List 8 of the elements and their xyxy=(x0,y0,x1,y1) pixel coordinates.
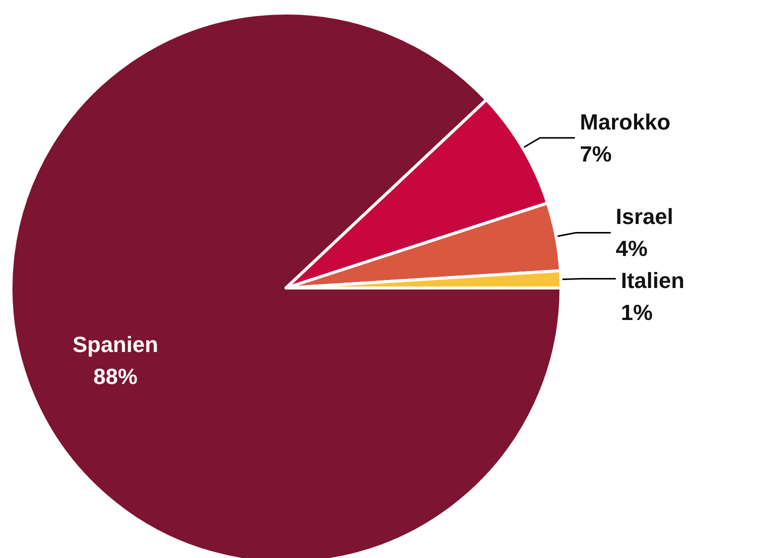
data-label: 7% xyxy=(580,141,612,166)
data-label: 1% xyxy=(620,300,653,326)
data-label: 88% xyxy=(93,364,138,390)
slice-label: Israel xyxy=(616,204,674,230)
slice-label: Marokko xyxy=(580,109,670,134)
data-label: 4% xyxy=(616,236,648,262)
slice-label: Spanien xyxy=(72,332,158,358)
slice-label: Italien xyxy=(620,268,684,294)
